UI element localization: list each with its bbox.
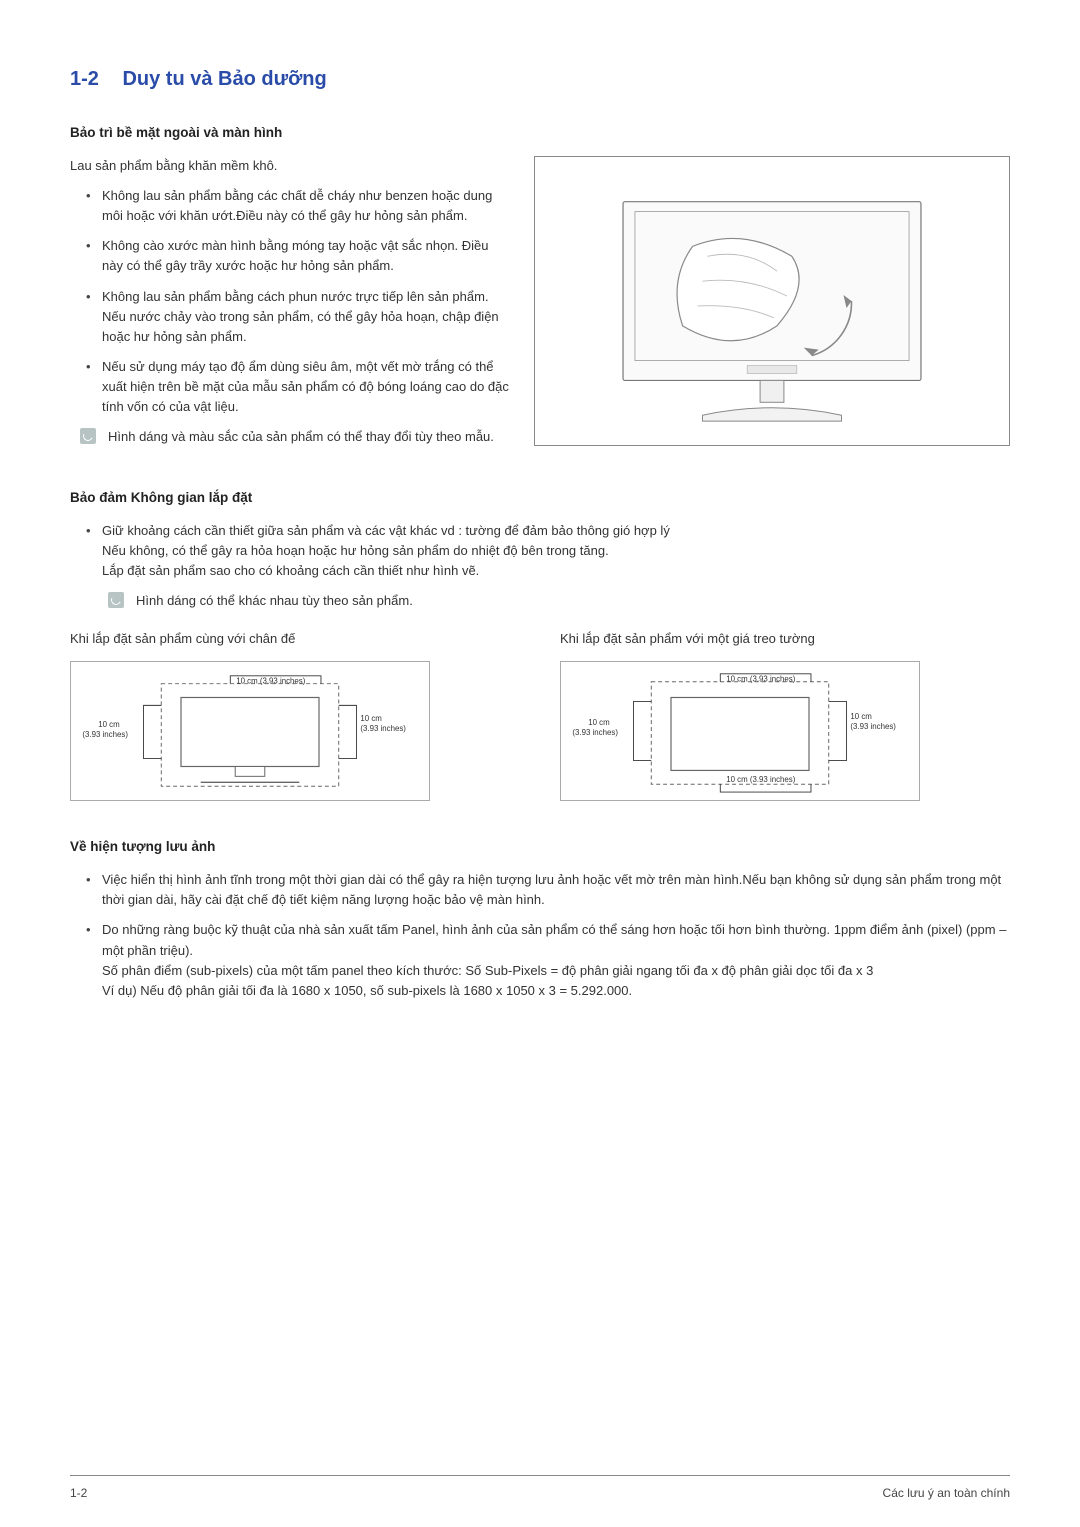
sect1-block: Lau sản phẩm bằng khăn mềm khô. Không la… (70, 156, 1010, 448)
section-heading: 1-2 Duy tu và Bảo dưỡng (70, 64, 1010, 95)
footer-right: Các lưu ý an toàn chính (883, 1484, 1010, 1503)
note-text: Hình dáng và màu sắc của sản phẩm có thể… (108, 427, 494, 447)
page: 1-2 Duy tu và Bảo dưỡng Bảo trì bề mặt n… (0, 0, 1080, 1527)
sect1-figure (534, 156, 1010, 448)
note-icon (80, 428, 96, 444)
sect2-note: Hình dáng có thể khác nhau tùy theo sản … (98, 591, 1010, 611)
sect3-bullets: Việc hiển thị hình ảnh tĩnh trong một th… (70, 870, 1010, 1001)
section-title: Duy tu và Bảo dưỡng (122, 68, 326, 90)
dim-top: 10 cm (3.93 inches) (236, 677, 306, 686)
dim-left-a: 10 cm (98, 720, 120, 729)
list-item: Do những ràng buộc kỹ thuật của nhà sản … (86, 920, 1010, 1001)
footer-left: 1-2 (70, 1484, 87, 1503)
dim-right-b: (3.93 inches) (360, 724, 406, 733)
dim-top: 10 cm (3.93 inches) (726, 675, 796, 684)
sect1-bullets: Không lau sản phẩm bằng các chất dễ cháy… (70, 186, 510, 417)
diagram-left-col: Khi lắp đặt sản phẩm cùng với chân đế 10… (70, 629, 430, 801)
sect2-bullets: Giữ khoảng cách cần thiết giữa sản phẩm … (70, 521, 1010, 581)
dim-right-a: 10 cm (850, 712, 872, 721)
sect1-title: Bảo trì bề mặt ngoài và màn hình (70, 123, 1010, 144)
dim-left-a: 10 cm (588, 718, 610, 727)
list-item: Không lau sản phẩm bằng các chất dễ cháy… (86, 186, 510, 226)
stand-diagram: 10 cm (3.93 inches) 10 cm (3.93 inches) … (70, 661, 430, 801)
sect2: Bảo đảm Không gian lắp đặt Giữ khoảng cá… (70, 488, 1010, 802)
sect2-title: Bảo đảm Không gian lắp đặt (70, 488, 1010, 509)
list-item: Không cào xước màn hình bằng móng tay ho… (86, 236, 510, 276)
page-footer: 1-2 Các lưu ý an toàn chính (70, 1475, 1010, 1503)
dim-left-b: (3.93 inches) (82, 730, 128, 739)
list-item: Nếu sử dụng máy tạo độ ẩm dùng siêu âm, … (86, 357, 510, 417)
sect1-text: Lau sản phẩm bằng khăn mềm khô. Không la… (70, 156, 510, 448)
diagram-right-title: Khi lắp đặt sản phẩm với một giá treo tư… (560, 629, 920, 649)
section-number: 1-2 (70, 68, 99, 90)
dim-bottom: 10 cm (3.93 inches) (726, 775, 796, 784)
note-icon (108, 592, 124, 608)
sect1-note: Hình dáng và màu sắc của sản phẩm có thể… (70, 427, 510, 447)
dim-right-b: (3.93 inches) (850, 722, 896, 731)
list-item: Không lau sản phẩm bằng cách phun nước t… (86, 287, 510, 347)
note-text: Hình dáng có thể khác nhau tùy theo sản … (136, 591, 413, 611)
dim-right-a: 10 cm (360, 714, 382, 723)
list-item: Giữ khoảng cách cần thiết giữa sản phẩm … (86, 521, 1010, 581)
list-item: Việc hiển thị hình ảnh tĩnh trong một th… (86, 870, 1010, 910)
sect3: Về hiện tượng lưu ảnh Việc hiển thị hình… (70, 837, 1010, 1001)
sect1-intro: Lau sản phẩm bằng khăn mềm khô. (70, 156, 510, 176)
wall-diagram: 10 cm (3.93 inches) 10 cm (3.93 inches) … (560, 661, 920, 801)
sect3-title: Về hiện tượng lưu ảnh (70, 837, 1010, 858)
monitor-illustration (534, 156, 1010, 446)
dim-left-b: (3.93 inches) (572, 728, 618, 737)
diagram-right-col: Khi lắp đặt sản phẩm với một giá treo tư… (560, 629, 920, 801)
diagram-left-title: Khi lắp đặt sản phẩm cùng với chân đế (70, 629, 430, 649)
diagram-row: Khi lắp đặt sản phẩm cùng với chân đế 10… (70, 629, 1010, 801)
